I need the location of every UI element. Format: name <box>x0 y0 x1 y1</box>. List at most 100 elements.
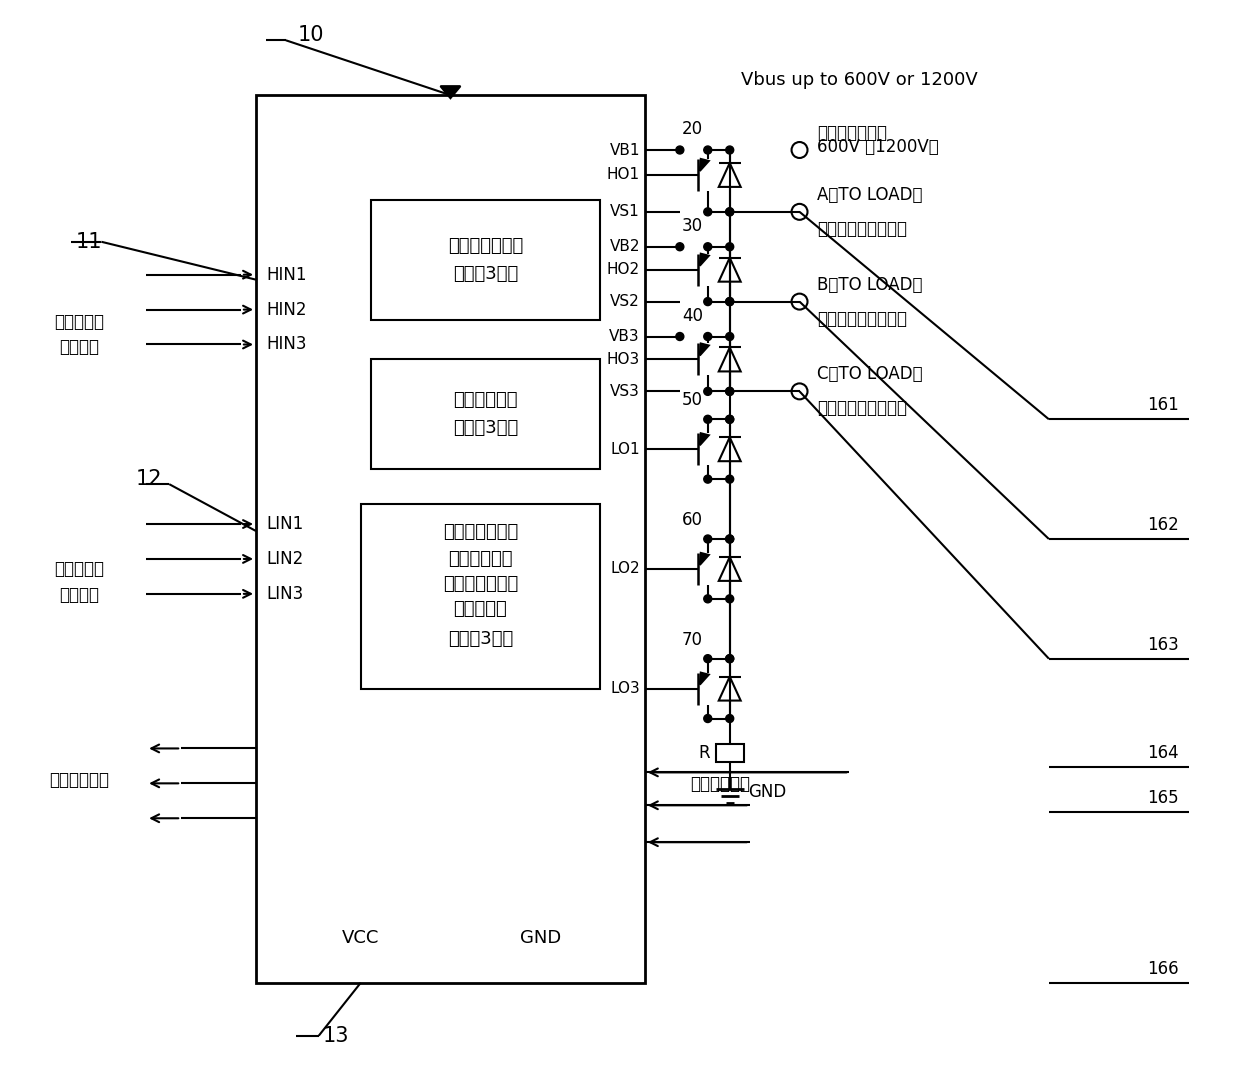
Text: （接三相电机相线）: （接三相电机相线） <box>817 400 908 417</box>
Circle shape <box>725 416 734 423</box>
Circle shape <box>791 384 807 400</box>
Circle shape <box>725 416 734 423</box>
Text: LO3: LO3 <box>610 681 640 696</box>
Circle shape <box>704 207 712 216</box>
Circle shape <box>704 243 712 251</box>
Circle shape <box>725 594 734 603</box>
Circle shape <box>725 207 734 216</box>
Circle shape <box>725 534 734 543</box>
Text: A（TO LOAD）: A（TO LOAD） <box>817 186 923 204</box>
Text: GND: GND <box>748 784 786 802</box>
Circle shape <box>725 654 734 663</box>
Text: C（TO LOAD）: C（TO LOAD） <box>817 366 923 384</box>
Text: LO1: LO1 <box>610 441 640 456</box>
Text: LIN2: LIN2 <box>265 549 303 568</box>
Text: VS3: VS3 <box>610 384 640 399</box>
Circle shape <box>704 475 712 483</box>
Text: 165: 165 <box>1147 789 1178 807</box>
Circle shape <box>704 332 712 341</box>
Circle shape <box>725 387 734 396</box>
Bar <box>361 505 600 688</box>
Polygon shape <box>699 253 709 266</box>
Text: 164: 164 <box>1147 744 1178 762</box>
Text: （母线电压高达: （母线电压高达 <box>817 124 888 142</box>
Polygon shape <box>699 553 709 564</box>
Text: 低压侧驱动模块: 低压侧驱动模块 <box>443 523 518 541</box>
Bar <box>371 359 600 469</box>
Text: VB1: VB1 <box>609 142 640 157</box>
Polygon shape <box>699 433 709 445</box>
Circle shape <box>725 332 734 341</box>
Text: VB3: VB3 <box>609 329 640 344</box>
Text: 163: 163 <box>1147 636 1178 653</box>
Text: HO2: HO2 <box>606 262 640 277</box>
Text: LIN1: LIN1 <box>265 515 303 533</box>
Text: Vbus up to 600V or 1200V: Vbus up to 600V or 1200V <box>742 72 978 89</box>
Text: 40: 40 <box>682 307 703 325</box>
Circle shape <box>725 243 734 251</box>
Text: 70: 70 <box>682 631 703 649</box>
Text: 控制信号: 控制信号 <box>60 339 99 356</box>
Circle shape <box>725 146 734 154</box>
Circle shape <box>676 146 683 154</box>
Circle shape <box>704 387 712 396</box>
Text: LIN3: LIN3 <box>265 585 303 603</box>
Circle shape <box>791 294 807 310</box>
Text: 600V 或1200V）: 600V 或1200V） <box>817 138 939 156</box>
Circle shape <box>704 416 712 423</box>
Circle shape <box>725 714 734 723</box>
Text: 30: 30 <box>682 217 703 235</box>
Circle shape <box>704 297 712 306</box>
Text: 保护信号输出: 保护信号输出 <box>50 772 109 789</box>
Text: 高压侧逻辑: 高压侧逻辑 <box>55 312 104 330</box>
Text: （共有3路）: （共有3路） <box>453 419 518 437</box>
Text: （共有3路）: （共有3路） <box>448 630 513 648</box>
Text: 高压侧驱动模块: 高压侧驱动模块 <box>448 236 523 254</box>
Text: 检测信号输入: 检测信号输入 <box>689 775 750 793</box>
Text: HO1: HO1 <box>606 168 640 183</box>
Polygon shape <box>699 672 709 684</box>
Text: 控制信号: 控制信号 <box>60 586 99 604</box>
Text: （接三相电机相线）: （接三相电机相线） <box>817 220 908 237</box>
Text: GND: GND <box>520 929 560 947</box>
Text: 20: 20 <box>682 120 703 138</box>
Text: （共有3路）: （共有3路） <box>453 265 518 282</box>
Circle shape <box>676 332 683 341</box>
Text: 161: 161 <box>1147 397 1178 415</box>
Text: 10: 10 <box>298 26 324 45</box>
Text: 路、保护电路、: 路、保护电路、 <box>443 575 518 593</box>
Text: HIN2: HIN2 <box>265 300 306 319</box>
Text: （接三相电机相线）: （接三相电机相线） <box>817 310 908 327</box>
Circle shape <box>704 714 712 723</box>
Text: 驱动电路）: 驱动电路） <box>454 600 507 618</box>
Polygon shape <box>440 87 460 98</box>
Text: HIN3: HIN3 <box>265 336 306 354</box>
Bar <box>371 200 600 320</box>
Circle shape <box>725 207 734 216</box>
Circle shape <box>676 243 683 251</box>
Text: VS1: VS1 <box>610 204 640 219</box>
Text: VS2: VS2 <box>610 294 640 309</box>
Text: （控制逻辑电: （控制逻辑电 <box>448 549 512 568</box>
Circle shape <box>704 594 712 603</box>
Text: 11: 11 <box>76 232 103 252</box>
Text: LO2: LO2 <box>610 561 640 576</box>
Text: 162: 162 <box>1147 516 1178 534</box>
Circle shape <box>725 534 734 543</box>
Bar <box>715 744 744 762</box>
Text: 低压侧逻辑: 低压侧逻辑 <box>55 560 104 578</box>
Text: R: R <box>698 744 709 762</box>
Text: 50: 50 <box>682 391 703 409</box>
Circle shape <box>725 654 734 663</box>
Text: HIN1: HIN1 <box>265 266 306 283</box>
Circle shape <box>704 534 712 543</box>
Text: B（TO LOAD）: B（TO LOAD） <box>817 276 923 294</box>
Text: HO3: HO3 <box>606 352 640 367</box>
Bar <box>255 95 645 982</box>
Polygon shape <box>699 343 709 356</box>
Text: 60: 60 <box>682 511 703 529</box>
Text: VB2: VB2 <box>609 239 640 254</box>
Polygon shape <box>699 159 709 171</box>
Text: VCC: VCC <box>342 929 379 947</box>
Circle shape <box>725 297 734 306</box>
